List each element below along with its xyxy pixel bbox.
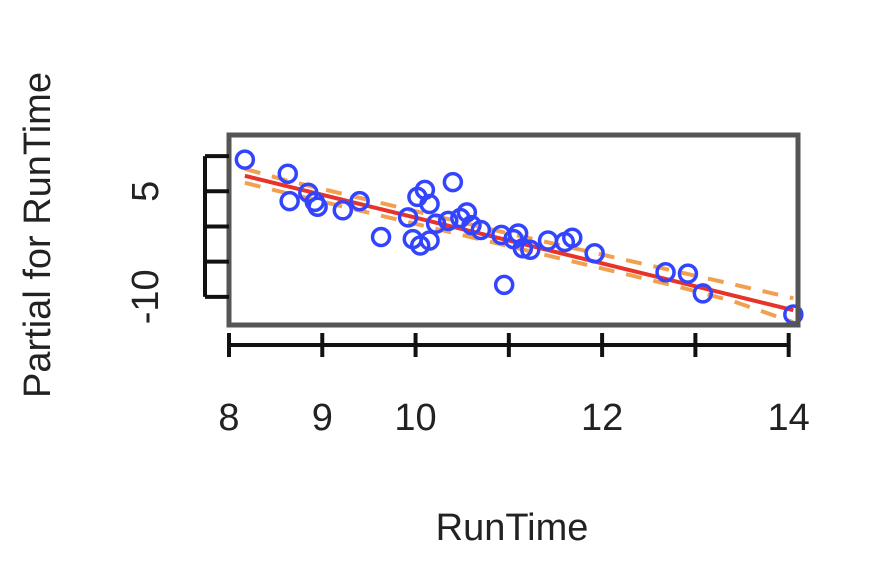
data-point	[692, 283, 714, 304]
data-point	[397, 207, 419, 228]
data-point	[520, 239, 541, 260]
data-point	[370, 226, 392, 248]
x-tick-label: 12	[581, 397, 623, 439]
x-tick-label: 8	[218, 397, 239, 439]
data-point	[584, 242, 605, 264]
plot-box	[226, 132, 801, 328]
data-point	[512, 238, 534, 259]
data-point	[307, 196, 328, 218]
data-points	[234, 149, 804, 325]
x-tick-label: 14	[768, 397, 810, 439]
data-point	[419, 193, 440, 215]
data-point	[470, 219, 492, 241]
data-point	[456, 202, 478, 223]
y-tick-label: -10	[125, 269, 167, 324]
data-point	[349, 190, 370, 212]
data-point	[655, 261, 676, 283]
data-point	[277, 163, 299, 184]
data-point	[442, 171, 464, 193]
y-axis-title: Partial for RunTime	[17, 72, 59, 398]
x-axis: 8 9 10 12 14	[218, 333, 810, 439]
y-tick-label: 5	[125, 181, 167, 202]
data-point	[493, 274, 515, 296]
x-tick-label: 9	[312, 397, 333, 439]
x-axis-title: RunTime	[436, 507, 589, 549]
y-axis: -10 5	[125, 154, 229, 324]
data-point	[437, 210, 459, 232]
x-tick-label: 10	[394, 397, 436, 439]
data-point	[425, 213, 447, 234]
data-point	[677, 263, 699, 284]
data-point	[234, 149, 256, 170]
data-point	[419, 230, 440, 251]
data-point	[279, 190, 300, 212]
data-point	[562, 227, 583, 248]
data-point	[332, 200, 354, 221]
